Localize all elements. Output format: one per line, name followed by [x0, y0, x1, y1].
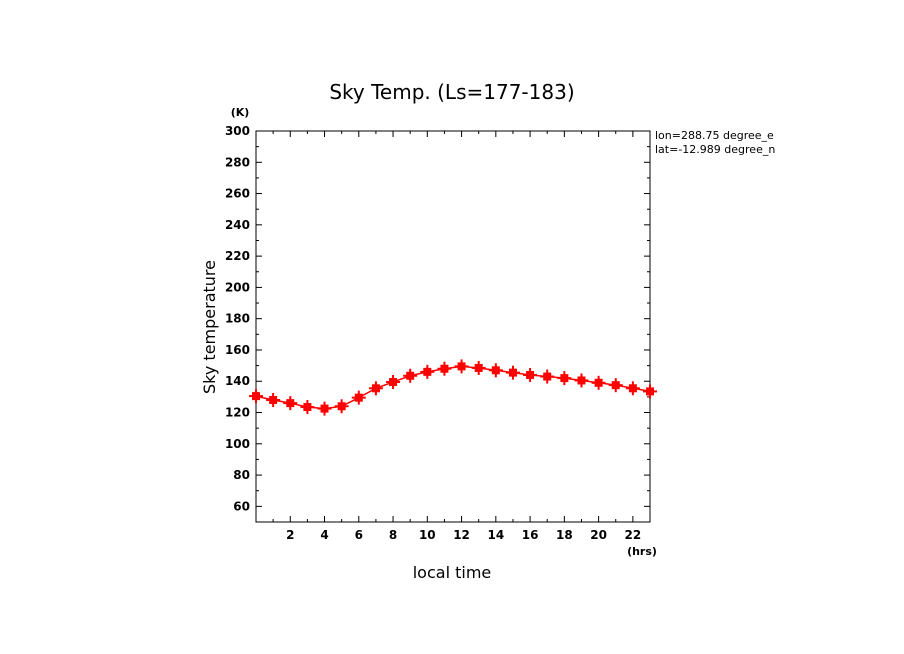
x-tick-label: 12: [453, 528, 470, 542]
data-point: [591, 375, 606, 390]
data-point: [334, 399, 349, 414]
data-point: [266, 393, 281, 408]
y-tick-label: 120: [225, 406, 250, 420]
data-point: [557, 371, 572, 386]
x-tick-label: 18: [556, 528, 573, 542]
y-tick-label: 160: [225, 343, 250, 357]
y-tick-label: 100: [225, 437, 250, 451]
data-point: [540, 369, 555, 384]
data-point: [488, 363, 503, 378]
data-point: [283, 396, 298, 411]
lat-annotation: lat=-12.989 degree_n: [655, 143, 775, 156]
x-axis-label: local time: [413, 563, 492, 582]
y-unit-label: (K): [231, 106, 250, 119]
annotation-clip: [780, 128, 820, 158]
x-tick-label: 2: [286, 528, 294, 542]
data-point: [574, 373, 589, 388]
data-point: [471, 360, 486, 375]
data-point: [643, 384, 657, 399]
x-tick-label: 10: [419, 528, 436, 542]
y-tick-label: 60: [233, 499, 250, 513]
data-point: [368, 381, 383, 396]
data-point: [351, 390, 366, 405]
x-tick-label: 4: [320, 528, 328, 542]
x-tick-label: 20: [590, 528, 607, 542]
y-tick-label: 200: [225, 280, 250, 294]
series-line: [255, 365, 651, 410]
x-unit-label: (hrs): [627, 545, 657, 558]
plot-frame: [255, 130, 651, 523]
data-point: [608, 378, 623, 393]
y-tick-label: 260: [225, 187, 250, 201]
chart-title: Sky Temp. (Ls=177-183): [329, 80, 574, 104]
data-point: [403, 368, 418, 383]
data-point: [625, 381, 640, 396]
y-tick-label: 140: [225, 374, 250, 388]
data-point: [317, 401, 332, 416]
data-point: [454, 359, 469, 374]
lon-annotation: lon=288.75 degree_e: [655, 129, 774, 142]
x-tick-label: 14: [487, 528, 504, 542]
y-tick-label: 80: [233, 468, 250, 482]
x-tick-label: 16: [522, 528, 539, 542]
data-point: [300, 400, 315, 415]
y-tick-label: 220: [225, 249, 250, 263]
x-tick-label: 6: [355, 528, 363, 542]
y-tick-label: 280: [225, 155, 250, 169]
y-axis-label: Sky temperature: [200, 260, 219, 394]
data-point: [386, 375, 401, 390]
data-point: [437, 361, 452, 376]
y-tick-label: 180: [225, 312, 250, 326]
x-tick-label: 8: [389, 528, 397, 542]
data-series: [249, 359, 657, 416]
data-point: [523, 367, 538, 382]
y-tick-label: 240: [225, 218, 250, 232]
axes: 60 80 100 120 140 160 180 200 220 240 260 280 300 2 4 6…: [225, 124, 651, 542]
x-tick-label: 22: [625, 528, 642, 542]
data-point: [505, 365, 520, 380]
data-point: [420, 364, 435, 379]
y-tick-label: 300: [225, 124, 250, 138]
data-point: [249, 389, 263, 404]
